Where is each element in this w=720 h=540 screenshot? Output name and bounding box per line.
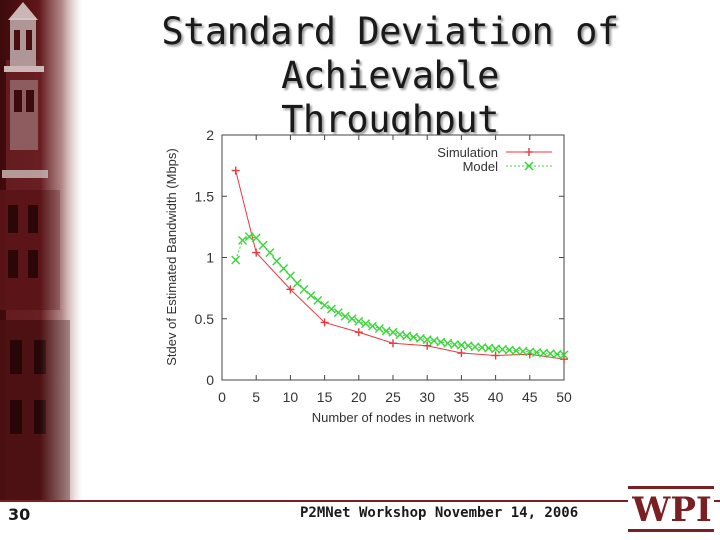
simulation-point: [423, 341, 432, 350]
simulation-point: [525, 148, 533, 156]
model-point: [374, 324, 384, 334]
photo-fade-overlay: [40, 0, 100, 500]
simulation-point: [491, 351, 500, 360]
x-tick-label: 20: [351, 389, 367, 405]
model-point: [443, 338, 453, 348]
slide-title-line-1: Standard Deviation of Achievable: [161, 10, 619, 97]
model-point: [238, 235, 248, 245]
legend-entry-model: Model: [463, 159, 552, 174]
model-point: [367, 321, 377, 331]
simulation-point: [320, 318, 329, 327]
footer-text: P2MNet Workshop November 14, 2006: [300, 505, 579, 521]
simulation-point: [286, 285, 295, 294]
x-tick-label: 45: [522, 389, 538, 405]
simulation-point: [560, 355, 568, 364]
wpi-logo-frame: [628, 486, 714, 532]
x-tick-label: 25: [385, 389, 401, 405]
model-point: [409, 332, 419, 342]
svg-text:WPI: WPI: [632, 490, 712, 528]
y-tick-label: 0.5: [195, 311, 215, 327]
model-point: [429, 336, 439, 346]
series-model: [231, 232, 569, 360]
model-point: [436, 337, 446, 347]
model-point: [354, 316, 364, 326]
model-point: [340, 311, 350, 321]
legend-label: Simulation: [437, 145, 498, 160]
y-axis-ticks: 0 0.5 1 1.5 2: [195, 127, 564, 388]
slide-title: Standard Deviation of Achievable Through…: [60, 10, 720, 142]
model-point: [381, 326, 391, 336]
model-point: [258, 240, 268, 250]
model-point: [265, 248, 275, 258]
x-tick-label: 0: [218, 389, 226, 405]
series-layer: [231, 166, 569, 364]
x-axis-label: Number of nodes in network: [312, 410, 475, 425]
model-point: [231, 255, 241, 265]
simulation-point: [252, 248, 261, 257]
x-tick-label: 15: [317, 389, 333, 405]
model-point: [559, 350, 569, 360]
simulation-point: [457, 349, 466, 358]
x-tick-label: 5: [252, 389, 260, 405]
simulation-point: [354, 328, 363, 337]
slide-number: 30: [8, 505, 31, 524]
footer-rule: [0, 500, 720, 502]
x-tick-label: 30: [419, 389, 435, 405]
y-tick-label: 1.5: [195, 188, 215, 204]
y-tick-label: 0: [206, 372, 214, 388]
model-point: [320, 300, 330, 310]
stdev-chart: 0 0.5 1 1.5 2 0 5 10 15 20 25 30 35 40 45 50 Stdev of …: [164, 127, 572, 425]
simulation-point: [389, 339, 397, 348]
model-point: [422, 335, 432, 345]
model-point: [395, 330, 405, 340]
simulation-point: [231, 166, 240, 175]
model-point: [463, 341, 473, 351]
model-point: [333, 308, 343, 318]
model-point: [524, 161, 534, 171]
x-tick-label: 50: [556, 389, 572, 405]
model-point: [279, 264, 289, 274]
model-point: [361, 319, 371, 329]
y-tick-label: 2: [206, 127, 214, 143]
wpi-logo: WPI: [632, 490, 712, 528]
model-point: [313, 295, 323, 305]
model-point: [347, 314, 357, 324]
x-tick-label: 35: [454, 389, 470, 405]
legend-entry-simulation: Simulation: [437, 145, 552, 160]
model-point: [326, 304, 336, 314]
model-point: [388, 327, 398, 337]
model-point: [285, 271, 295, 281]
model-point: [244, 232, 254, 242]
x-axis-ticks: 0 5 10 15 20 25 30 35 40 45 50: [218, 135, 572, 405]
y-tick-label: 1: [206, 250, 214, 266]
x-tick-label: 10: [283, 389, 299, 405]
model-point: [306, 290, 316, 300]
y-axis-label: Stdev of Estimated Bandwidth (Mbps): [164, 148, 179, 366]
model-point: [251, 233, 261, 243]
model-point: [402, 331, 412, 341]
x-tick-label: 40: [488, 389, 504, 405]
slide-title-line-2: Throughput: [281, 98, 499, 141]
model-point: [272, 256, 282, 266]
model-point: [415, 333, 425, 343]
legend-label: Model: [463, 159, 499, 174]
series-simulation: [231, 166, 568, 364]
